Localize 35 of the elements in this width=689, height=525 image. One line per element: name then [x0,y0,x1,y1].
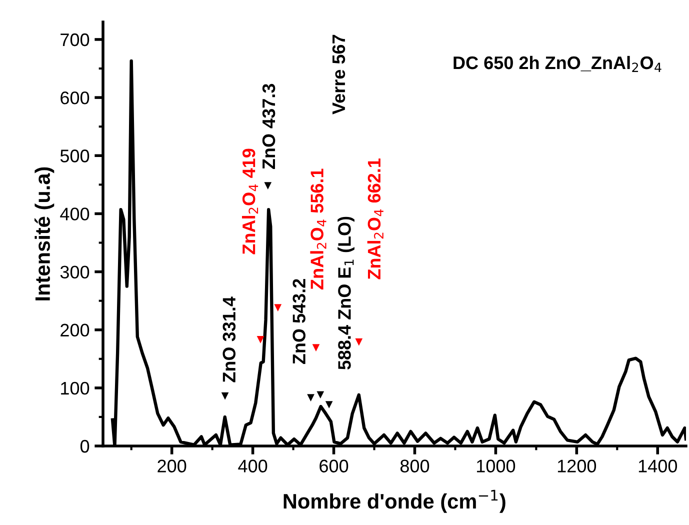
annotation: ZnO 437.3 [262,84,276,170]
point [274,304,282,312]
point [307,394,314,402]
y-tick-label: 300 [60,266,90,278]
annotation: ZnAl$_{2}$O$_{4}$ 662.1 [367,158,384,280]
x-tick-label: 800 [400,460,430,472]
point [325,401,333,408]
y-tick-label: 100 [61,382,90,395]
x-tick-label: 1200 [558,460,596,472]
point [256,336,264,344]
text: DC 650 2h ZnO_ZnAl$_{2}$O$_{4}$ [454,56,662,72]
point [221,392,229,400]
x-tick-label: 400 [238,460,268,472]
x-tick-label: 1000 [476,460,516,472]
x-axis-title: Nombre d'onde (cm$^{−1}$) [284,490,506,513]
y-tick-label: 600 [60,91,90,104]
annotation: Verre 567 [332,34,346,114]
point [316,391,324,399]
y-tick-label: 400 [60,208,90,220]
y-axis-title: Intensité (u.a) [34,167,54,300]
annotation: 588.4 ZnO E$_{1}$ (LO) [338,216,354,370]
y-tick-label: 200 [60,324,90,337]
x-tick-label: 600 [320,460,348,472]
y-tick-label: 500 [60,150,90,162]
point [264,182,272,190]
x-tick-label: 200 [158,460,186,472]
x-tick-label: 1400 [638,460,678,472]
annotation: ZnO 543.2 [292,279,306,364]
point [312,344,320,352]
y-tick-label: 0 [80,440,90,453]
point [355,338,363,346]
y-tick-label: 700 [60,33,90,46]
annotation: ZnAl$_{2}$O$_{4}$ 556.1 [310,168,326,290]
annotation: ZnO 331.4 [222,296,236,382]
annotation: ZnAl$_{2}$O$_{4}$ 419 [242,148,258,254]
